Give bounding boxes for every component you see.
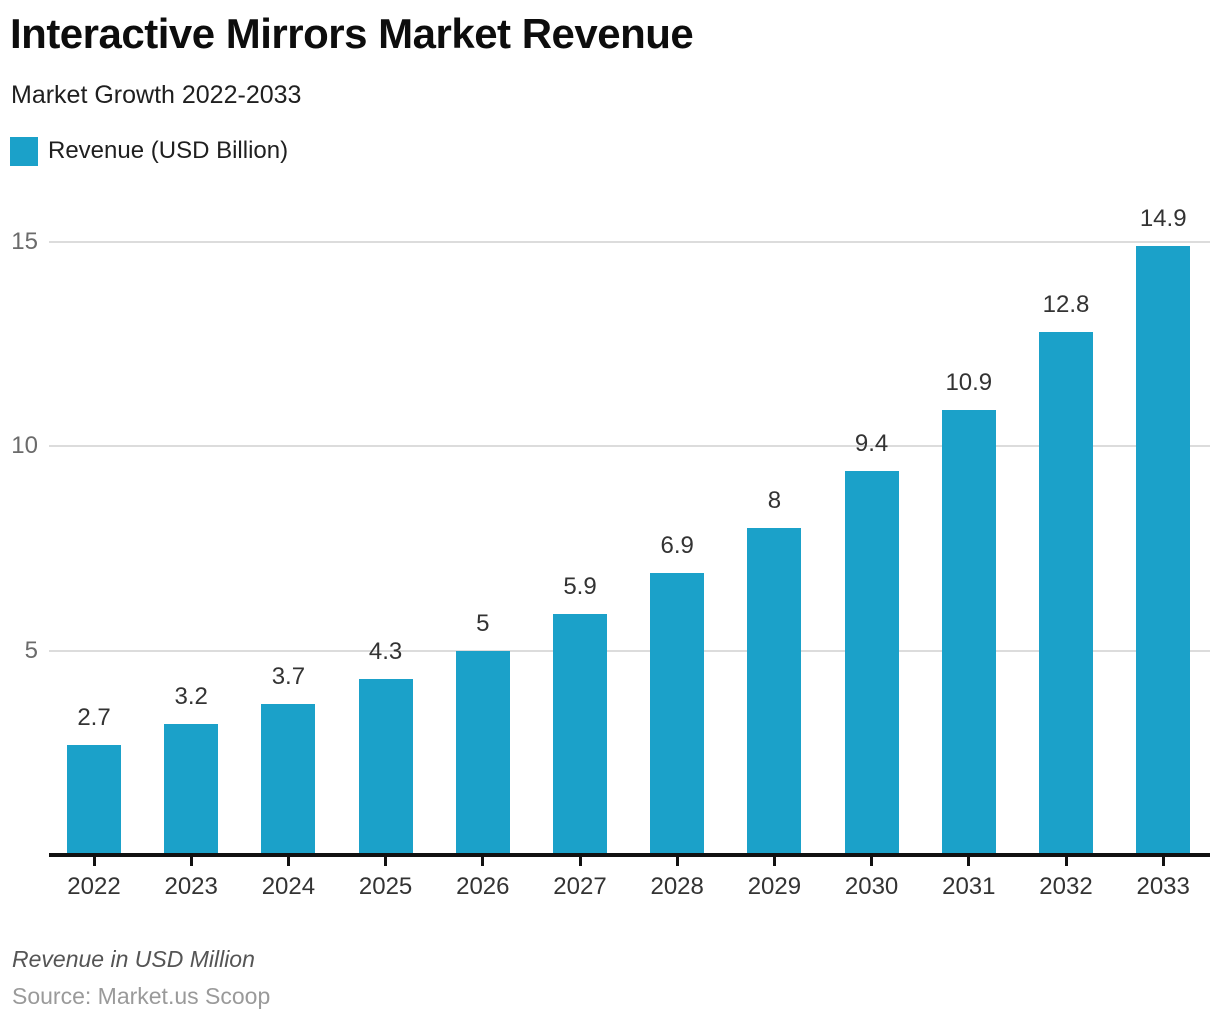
x-axis-label: 2022 bbox=[67, 873, 121, 900]
source-text: Source: Market.us Scoop bbox=[12, 983, 271, 1009]
bar-value-label: 10.9 bbox=[945, 369, 993, 396]
y-axis-label: 15 bbox=[11, 228, 38, 255]
x-tick bbox=[1064, 857, 1068, 866]
bar-value-label: 3.7 bbox=[271, 663, 306, 690]
y-axis-label: 10 bbox=[11, 432, 38, 460]
x-axis-line bbox=[49, 853, 1210, 857]
bar bbox=[67, 745, 121, 855]
x-tick bbox=[870, 857, 874, 866]
bar-value-label: 3.2 bbox=[174, 683, 208, 710]
bar bbox=[844, 471, 899, 855]
bar bbox=[1039, 332, 1093, 855]
x-axis-label: 2028 bbox=[650, 873, 704, 900]
gridline bbox=[49, 241, 1210, 243]
x-axis-label: 2026 bbox=[456, 873, 510, 900]
legend-label: Revenue (USD Billion) bbox=[48, 137, 289, 164]
bar bbox=[650, 573, 705, 855]
bar bbox=[553, 614, 607, 855]
x-tick bbox=[92, 857, 96, 866]
legend: Revenue (USD Billion) bbox=[10, 136, 288, 166]
bar-value-label: 5 bbox=[476, 610, 490, 637]
x-tick bbox=[967, 857, 971, 866]
x-axis-label: 2030 bbox=[844, 873, 899, 900]
x-axis-label: 2027 bbox=[553, 873, 607, 900]
chart-subtitle: Market Growth 2022-2033 bbox=[11, 81, 302, 109]
x-tick bbox=[1161, 857, 1165, 866]
bar-value-label: 6.9 bbox=[660, 532, 694, 559]
bar bbox=[261, 704, 316, 855]
x-axis-label: 2032 bbox=[1039, 873, 1093, 900]
gridline bbox=[49, 445, 1210, 448]
bar bbox=[941, 410, 996, 855]
x-tick bbox=[772, 857, 776, 866]
x-axis-label: 2025 bbox=[358, 873, 413, 900]
x-tick bbox=[384, 857, 388, 866]
x-axis-label: 2029 bbox=[747, 873, 802, 900]
x-tick bbox=[675, 857, 679, 866]
bar bbox=[747, 528, 802, 855]
x-tick bbox=[578, 857, 582, 866]
bar bbox=[358, 679, 413, 855]
gridline bbox=[49, 649, 1210, 652]
bar bbox=[164, 724, 219, 855]
x-axis-label: 2023 bbox=[164, 873, 218, 900]
bar-value-label: 9.4 bbox=[854, 430, 889, 457]
bar-value-label: 12.8 bbox=[1042, 291, 1090, 318]
x-axis-label: 2024 bbox=[261, 873, 316, 900]
footnote: Revenue in USD Million bbox=[12, 946, 255, 972]
bar bbox=[1136, 246, 1191, 855]
bar-value-label: 8 bbox=[767, 487, 782, 514]
x-tick bbox=[189, 857, 193, 866]
bar-value-label: 4.3 bbox=[368, 638, 403, 665]
x-tick bbox=[286, 857, 290, 866]
x-tick bbox=[481, 857, 485, 866]
bar bbox=[455, 651, 510, 855]
x-axis-label: 2031 bbox=[942, 873, 996, 900]
bar-value-label: 14.9 bbox=[1139, 205, 1187, 232]
bar-value-label: 5.9 bbox=[563, 573, 597, 600]
bar-value-label: 2.7 bbox=[77, 704, 111, 731]
x-axis-label: 2033 bbox=[1136, 873, 1190, 900]
y-axis-label: 5 bbox=[24, 636, 38, 664]
page-title: Interactive Mirrors Market Revenue bbox=[10, 10, 694, 57]
legend-swatch bbox=[10, 136, 38, 166]
